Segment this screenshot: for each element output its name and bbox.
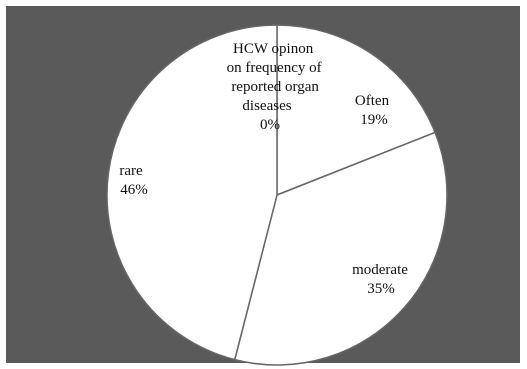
slice-value-hcw-opinion: 0% xyxy=(260,117,280,133)
pie-slice-moderate xyxy=(233,131,448,366)
slice-label-hcw-line-4: diseases xyxy=(242,98,291,114)
slice-label-often: Often xyxy=(355,93,390,109)
slice-label-rare: rare xyxy=(119,163,143,179)
slice-label-moderate: moderate xyxy=(352,262,408,278)
slice-label-hcw-line-3: reported organ xyxy=(231,79,319,95)
slice-value-often: 19% xyxy=(360,112,388,128)
pie-slice-rare xyxy=(106,24,278,361)
slice-label-hcw-line-2: on frequency of xyxy=(227,60,322,76)
slice-value-rare: 46% xyxy=(120,182,148,198)
slice-label-hcw-opinion: HCW opinon on frequency of reported orga… xyxy=(227,41,326,114)
slice-value-moderate: 35% xyxy=(367,281,395,297)
slice-label-hcw-line-1: HCW opinon xyxy=(233,41,314,57)
pie-slice-often xyxy=(276,24,437,197)
